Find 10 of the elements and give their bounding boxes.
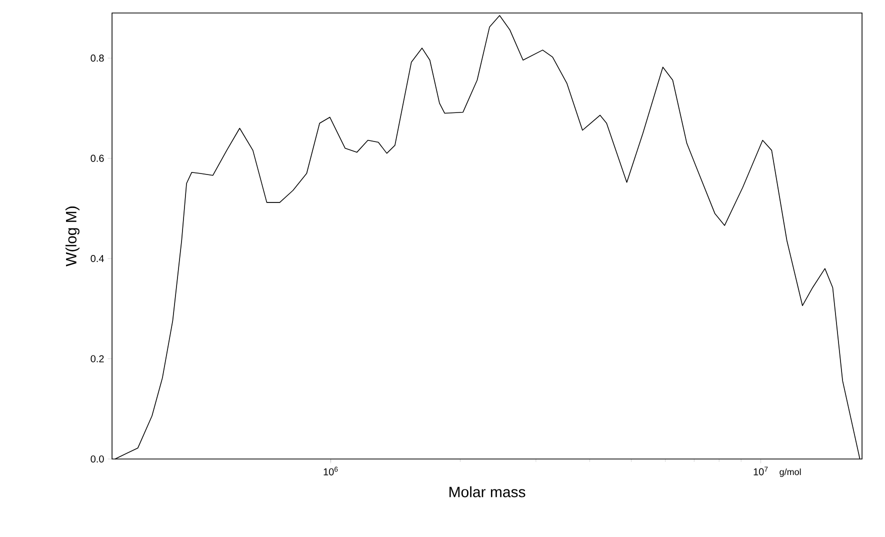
y-tick-label: 0.8 bbox=[90, 54, 104, 62]
text: g/mol bbox=[780, 468, 801, 477]
x-tick-label: 10$^{7}$ bbox=[754, 466, 768, 476]
x-axis-title: Molar mass bbox=[450, 486, 526, 498]
y-tick-label: 0.0 bbox=[90, 455, 104, 463]
y-axis-title: W(log M) bbox=[65, 206, 80, 266]
y-tick-label: 0.4 bbox=[90, 255, 104, 262]
x-tick-label: 10$^{6}$ bbox=[324, 466, 338, 476]
y-tick-label: 0.6 bbox=[90, 154, 104, 162]
y-tick-label: 0.2 bbox=[90, 355, 104, 362]
